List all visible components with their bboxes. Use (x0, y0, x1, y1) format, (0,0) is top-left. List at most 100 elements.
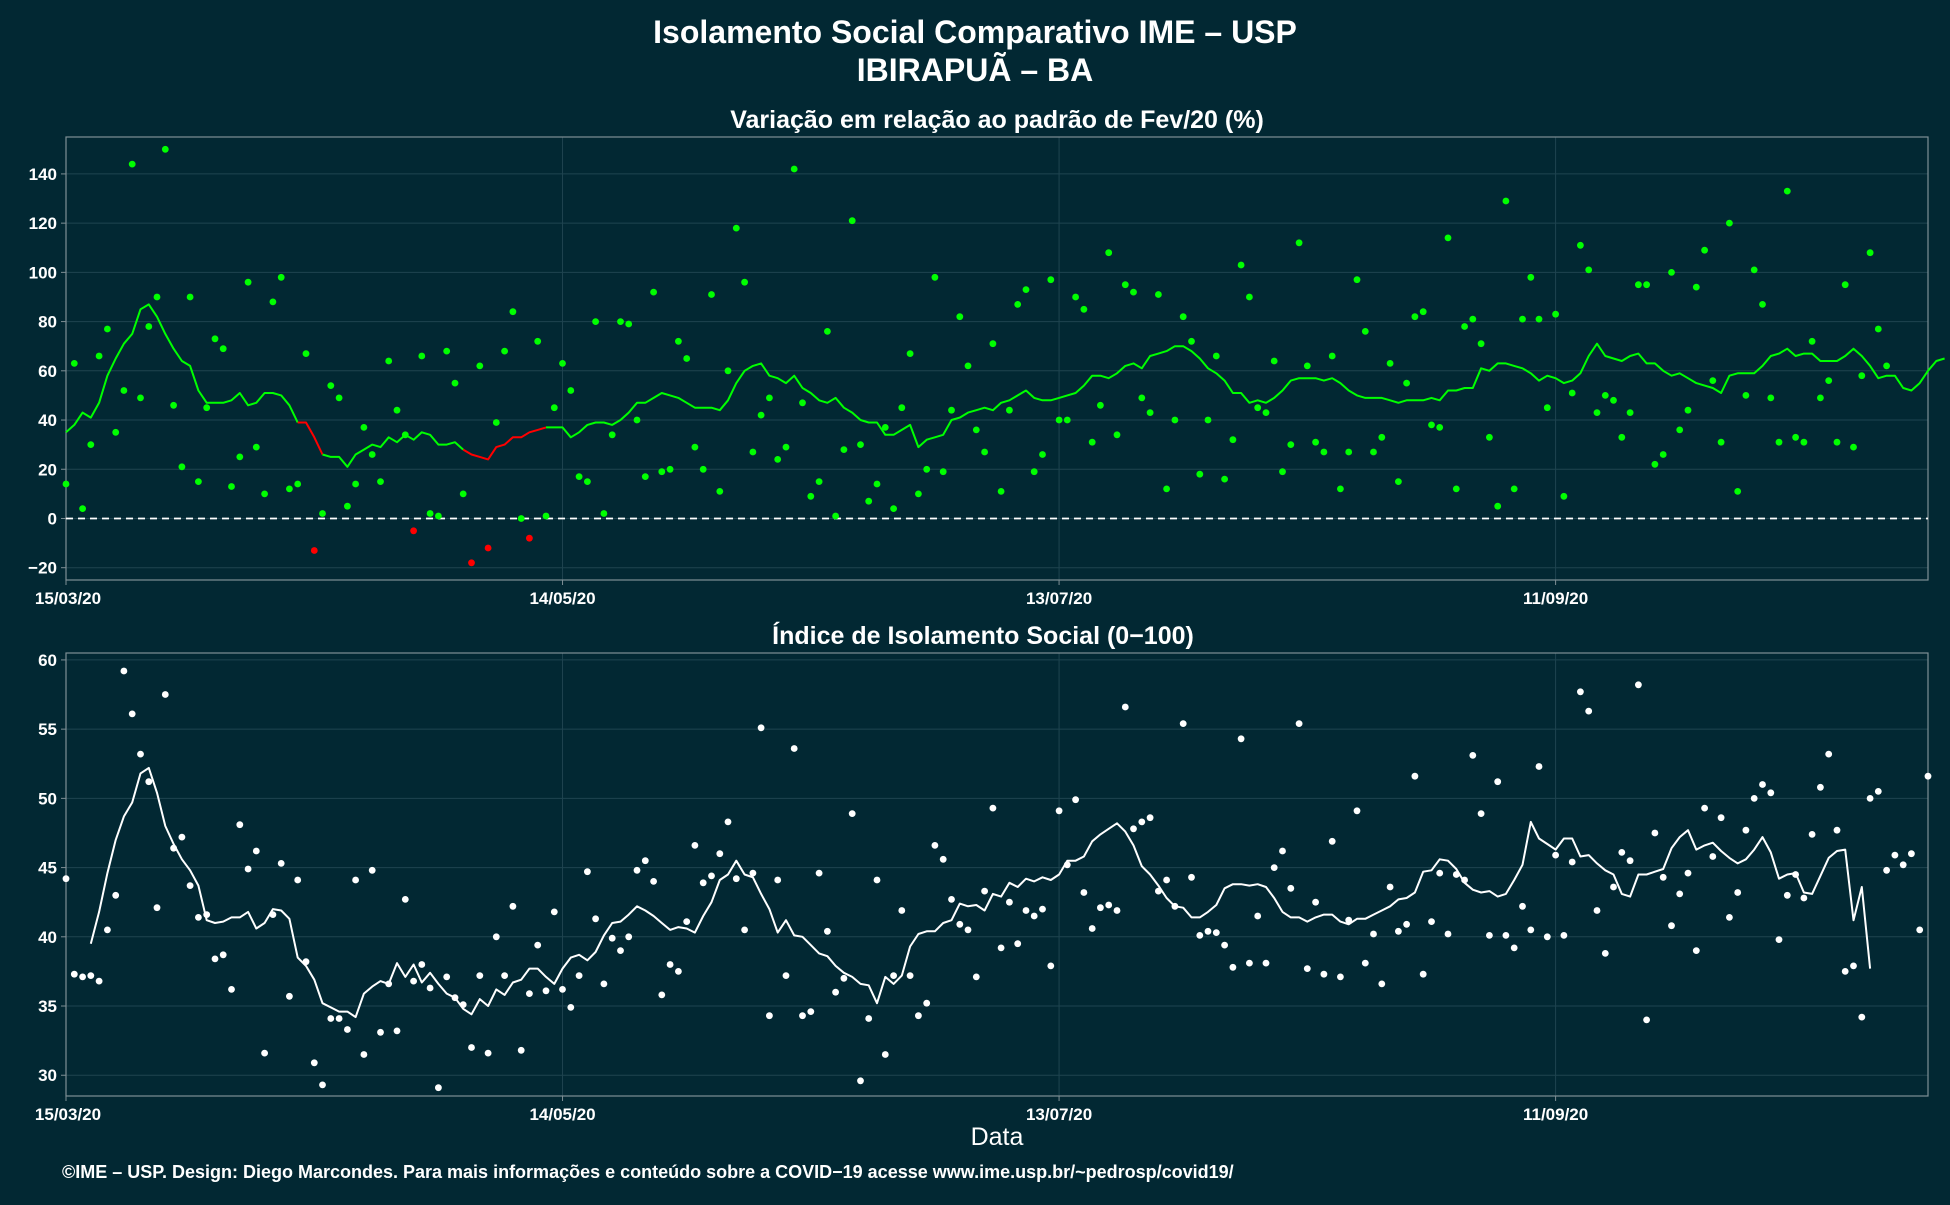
x-tick-label: 13/07/20 (1026, 589, 1092, 608)
data-point (1742, 392, 1750, 399)
data-point (865, 1015, 873, 1022)
data-point (219, 345, 227, 353)
panel2-gridlines (65, 653, 1928, 1096)
data-point (451, 994, 459, 1002)
data-point (120, 387, 128, 394)
data-point (1312, 898, 1319, 906)
data-point (1502, 197, 1510, 205)
data-point (1891, 851, 1899, 859)
data-point (1750, 266, 1758, 274)
data-point (1477, 340, 1485, 348)
data-point (302, 350, 310, 357)
data-point (1841, 968, 1849, 975)
data-point (161, 145, 169, 153)
data-point (832, 988, 839, 996)
data-point (1651, 829, 1659, 837)
data-point (1866, 249, 1874, 257)
data-point (608, 934, 616, 942)
data-point (1163, 876, 1170, 884)
y-tick-label: 120 (29, 214, 57, 233)
data-point (757, 724, 765, 732)
data-point (1047, 962, 1055, 970)
data-point (625, 933, 633, 941)
data-point (1303, 362, 1311, 370)
x-axis-label: Data (971, 1123, 1024, 1151)
data-point (1800, 438, 1808, 446)
data-point (1808, 831, 1816, 838)
data-point (145, 323, 153, 330)
data-point (1353, 807, 1361, 815)
data-point (228, 483, 235, 490)
data-point (1055, 416, 1063, 424)
data-point (1585, 266, 1593, 274)
data-point (1370, 448, 1377, 456)
data-point (1734, 488, 1742, 495)
data-point (1874, 788, 1882, 795)
data-point (1146, 409, 1154, 416)
y-tick-label: 140 (29, 165, 57, 184)
data-point (923, 465, 931, 473)
y-tick-label: 40 (38, 411, 57, 430)
data-point (1246, 959, 1253, 967)
data-point (741, 926, 748, 934)
data-point (699, 879, 707, 887)
data-point (1610, 883, 1617, 891)
data-point (501, 347, 508, 355)
data-point (1709, 377, 1717, 384)
data-point (633, 416, 641, 424)
data-point (1833, 438, 1841, 446)
data-point (1428, 918, 1435, 925)
data-point (857, 441, 864, 448)
data-point (1817, 394, 1824, 402)
data-point (1411, 313, 1419, 321)
data-point (1097, 401, 1104, 409)
data-point (1908, 850, 1915, 858)
data-point (327, 1015, 335, 1022)
data-point (1279, 847, 1286, 855)
data-point (1494, 502, 1502, 510)
data-point (476, 362, 484, 370)
data-point (972, 973, 980, 981)
data-point (724, 367, 732, 375)
data-point (1386, 883, 1394, 891)
data-point (252, 443, 260, 451)
data-point (401, 431, 409, 439)
data-point (526, 534, 533, 542)
data-point (418, 961, 426, 968)
data-point (832, 512, 839, 520)
y-tick-label: 35 (38, 997, 57, 1016)
data-point (87, 972, 95, 979)
data-point (435, 1084, 442, 1092)
data-point (1659, 451, 1667, 458)
data-point (178, 833, 186, 841)
data-point (1130, 288, 1137, 296)
data-point (112, 428, 120, 436)
data-point (1014, 940, 1022, 948)
data-point (1552, 851, 1559, 859)
data-point (1270, 357, 1278, 365)
y-tick-label: 0 (48, 509, 57, 528)
data-point (1527, 926, 1535, 934)
data-point (542, 987, 550, 995)
data-point (997, 488, 1005, 495)
data-point (476, 972, 484, 979)
data-point (153, 293, 161, 301)
data-point (1022, 286, 1030, 293)
data-point (1635, 281, 1642, 289)
moving-average-line (297, 421, 324, 455)
data-point (1188, 873, 1195, 881)
data-point (1825, 377, 1833, 384)
data-point (443, 347, 451, 355)
data-point (62, 480, 70, 488)
data-point (1866, 795, 1874, 802)
data-point (592, 915, 599, 923)
data-point (170, 844, 178, 852)
data-point (1080, 305, 1088, 313)
y-tick-label: 20 (38, 460, 57, 479)
data-point (617, 318, 624, 325)
data-point (1709, 853, 1717, 860)
data-point (393, 1027, 401, 1035)
x-tick-label: 15/03/20 (35, 1105, 101, 1124)
moving-average-line (462, 426, 547, 461)
data-point (542, 512, 550, 520)
